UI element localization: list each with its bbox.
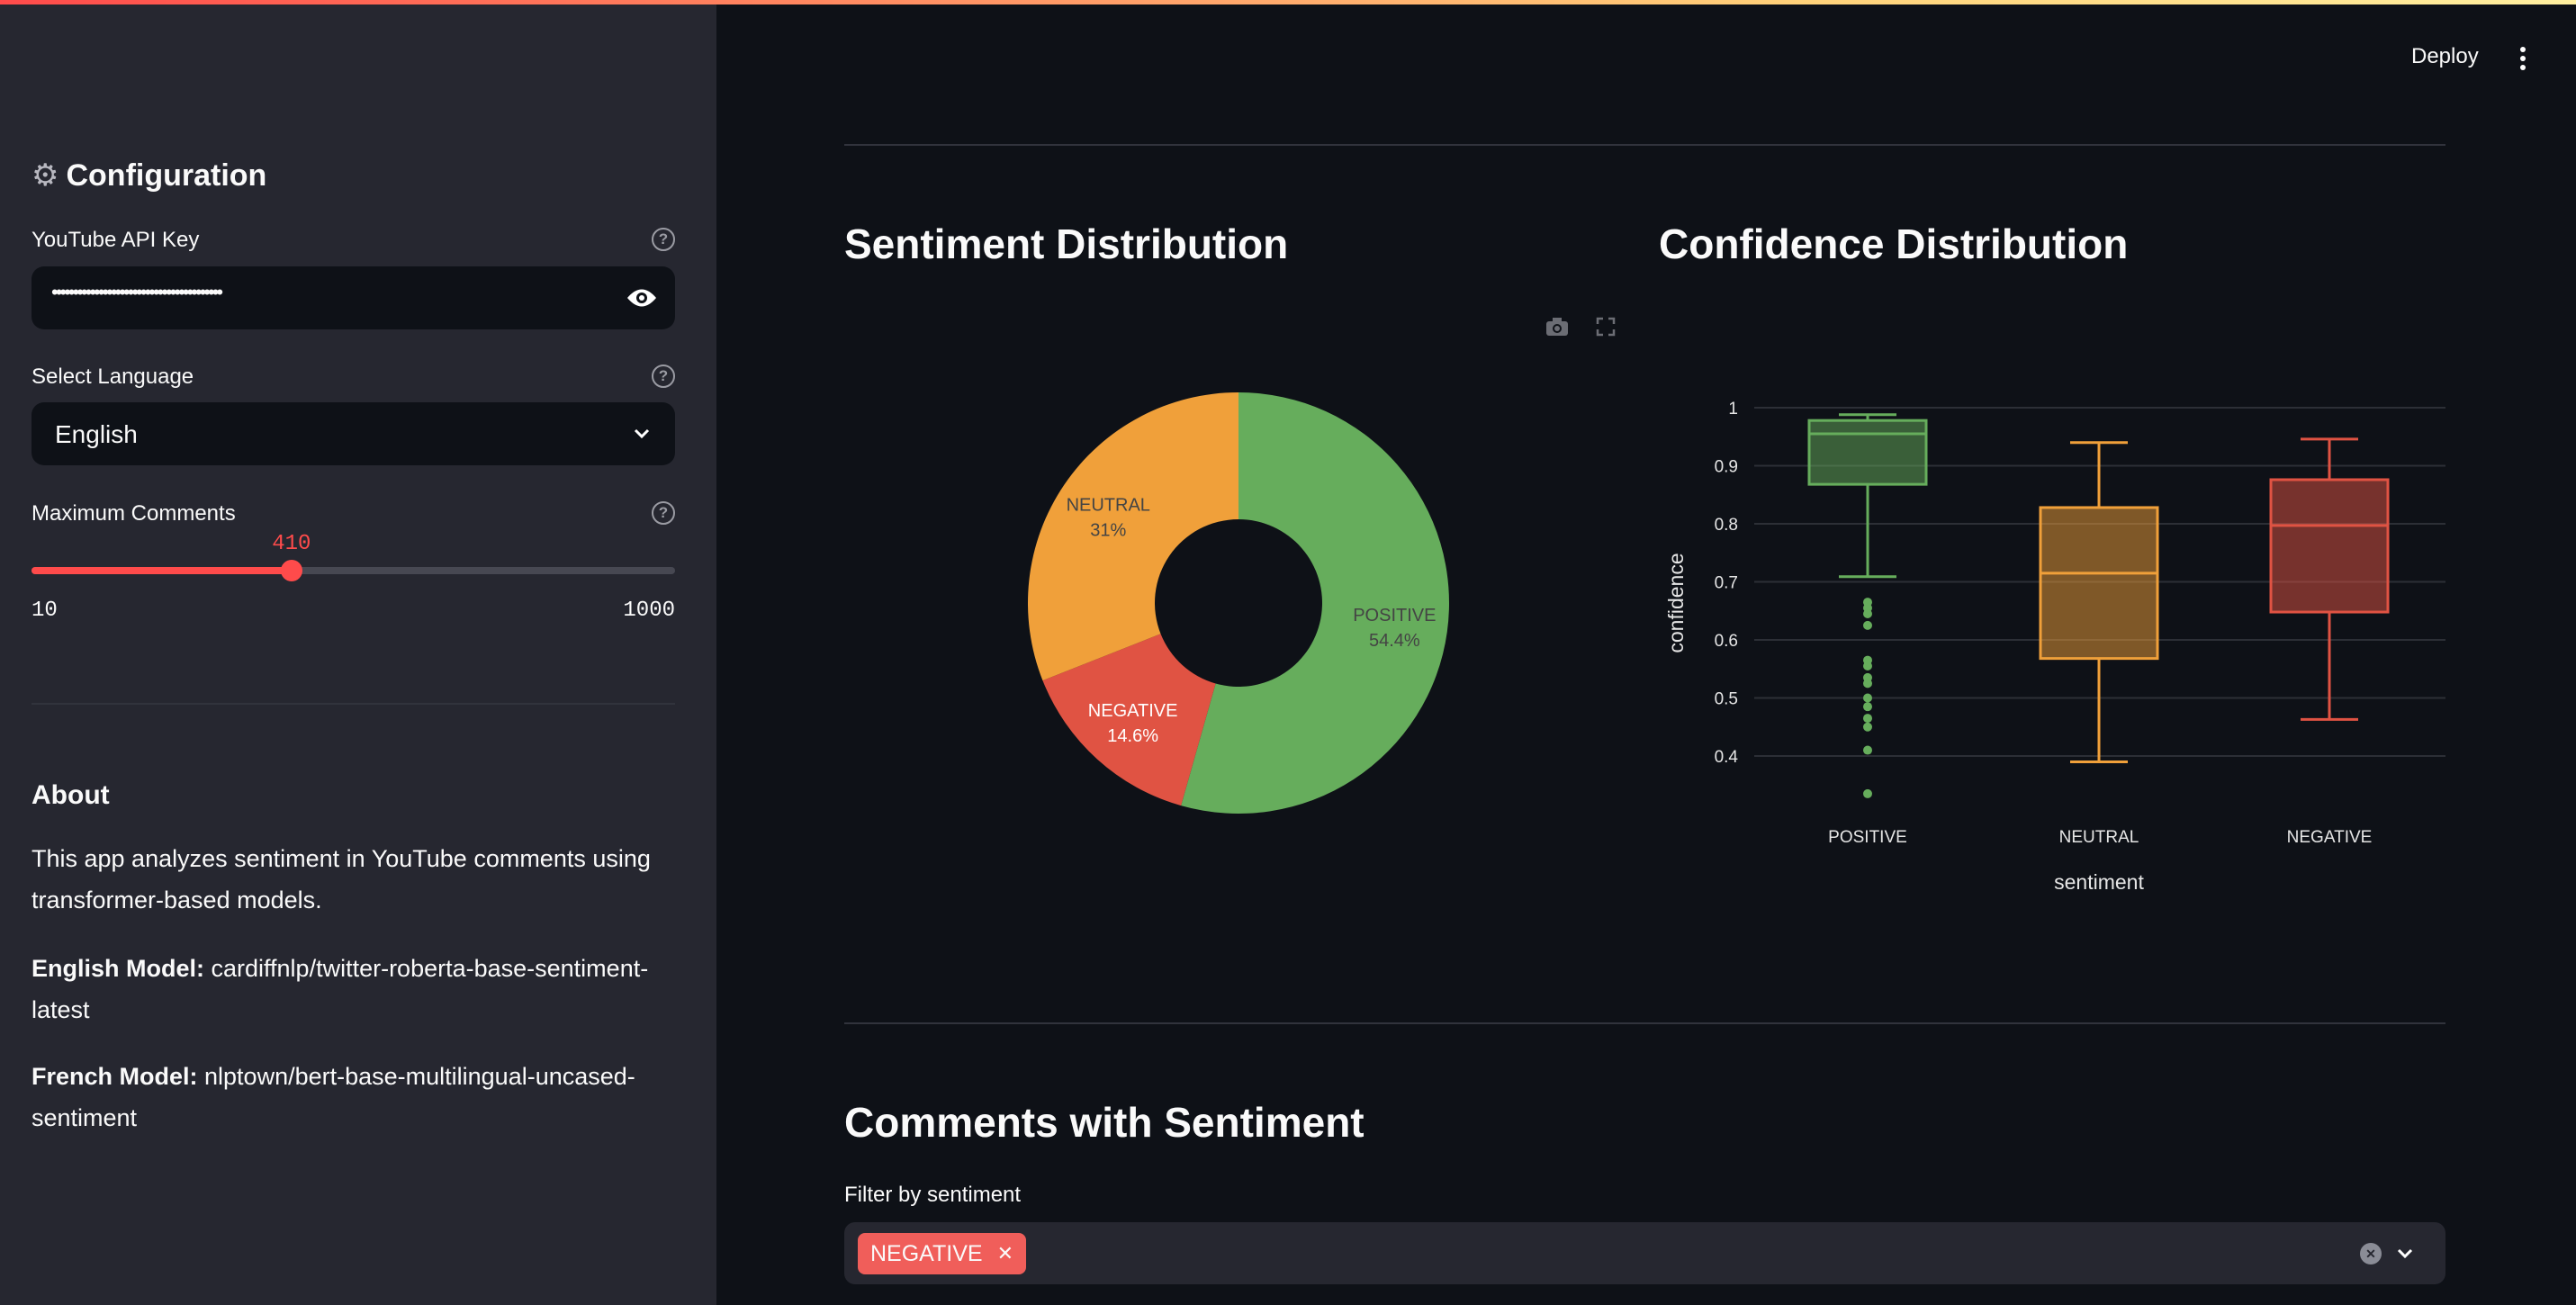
comments-title: Comments with Sentiment (844, 1099, 1365, 1146)
box-neutral (2039, 506, 2159, 661)
gear-icon: ⚙ (32, 158, 59, 193)
filter-label: Filter by sentiment (844, 1183, 1022, 1207)
help-icon[interactable]: ? (652, 501, 675, 525)
english-model: English Model: cardiffnlp/twitter-robert… (32, 955, 649, 1023)
outlier-point (1863, 620, 1872, 630)
outlier-point (1863, 608, 1872, 618)
pie-percent: 14.6% (1107, 726, 1158, 746)
chevron-down-icon (634, 428, 650, 439)
outlier-point (1863, 714, 1872, 724)
about-description: This app analyzes sentiment in YouTube c… (32, 845, 651, 914)
outlier-point (1863, 702, 1872, 712)
sidebar: ⚙ Configuration YouTube API Key ? ••••••… (0, 4, 716, 1305)
y-tick-label: 0.4 (1715, 748, 1739, 767)
y-tick-label: 0.8 (1715, 516, 1738, 535)
slider-fill (32, 567, 292, 574)
help-icon[interactable]: ? (652, 228, 675, 251)
sentiment-donut-chart: POSITIVE 54.4% NEGATIVE 14.6% NEUTRAL 31% (1028, 392, 1449, 814)
x-tick-label: POSITIVE (1828, 828, 1907, 847)
pie-slice-negative (1042, 634, 1216, 806)
pie-percent: 54.4% (1369, 631, 1420, 651)
max-comments-label: Maximum Comments (32, 501, 236, 526)
box-positive (1807, 418, 1928, 486)
top-decoration-bar (0, 0, 2576, 4)
outlier-point (1863, 679, 1872, 688)
slider-value: 410 (272, 532, 311, 556)
outlier-point (1863, 722, 1872, 732)
x-tick-label: NEGATIVE (2287, 828, 2373, 847)
language-select[interactable]: English (32, 402, 675, 465)
pie-slice-positive (1181, 392, 1449, 814)
help-icon[interactable]: ? (652, 364, 675, 388)
pie-label: POSITIVE (1353, 606, 1436, 626)
divider (844, 1022, 2445, 1024)
deploy-button[interactable]: Deploy (2411, 44, 2479, 68)
confidence-box-chart: 1 0.9 0.8 0.7 0.6 0.5 0.4 POSITIVE NEUTRAL NEGATI… (1664, 400, 2445, 894)
language-label: Select Language (32, 364, 194, 389)
api-key-input[interactable]: •••••••••••••••••••••••••••••••••••••••• (32, 266, 675, 329)
y-tick-label: 0.5 (1715, 690, 1738, 709)
slider-max: 1000 (623, 598, 675, 623)
outlier-point (1863, 693, 1872, 703)
pie-label: NEGATIVE (1088, 701, 1178, 721)
divider (32, 703, 675, 705)
sentiment-title: Sentiment Distribution (844, 220, 1289, 267)
outlier-point (1863, 662, 1872, 671)
outlier-point (1863, 788, 1872, 798)
french-model: French Model: nlptown/bert-base-multilin… (32, 1063, 635, 1131)
y-tick-label: 1 (1728, 400, 1738, 418)
y-tick-label: 0.7 (1715, 574, 1738, 593)
eye-icon[interactable] (626, 286, 658, 310)
pie-label: NEUTRAL (1067, 496, 1150, 516)
camera-icon[interactable] (1545, 317, 1569, 337)
y-tick-label: 0.9 (1715, 458, 1738, 477)
slider-min: 10 (32, 598, 58, 623)
x-tick-label: NEUTRAL (2059, 828, 2139, 847)
max-comments-slider[interactable] (32, 560, 675, 581)
sentiment-filter-multiselect[interactable]: NEGATIVE ✕ ✕ (844, 1222, 2445, 1284)
box-negative (2269, 478, 2390, 614)
fullscreen-icon[interactable] (1596, 317, 1616, 337)
sidebar-title: ⚙ Configuration (32, 158, 267, 194)
filter-tag-negative: NEGATIVE ✕ (858, 1233, 1026, 1274)
chevron-down-icon[interactable] (2396, 1247, 2414, 1260)
clear-all-icon[interactable]: ✕ (2360, 1243, 2382, 1264)
outlier-point (1863, 745, 1872, 755)
kebab-menu-icon[interactable] (2517, 45, 2528, 72)
divider (844, 144, 2445, 146)
pie-slice-neutral (1028, 392, 1238, 681)
x-axis-title: sentiment (2054, 870, 2144, 894)
y-tick-label: 0.6 (1715, 632, 1738, 651)
slider-thumb[interactable] (280, 560, 302, 581)
remove-tag-icon[interactable]: ✕ (996, 1242, 1013, 1264)
about-title: About (32, 780, 110, 810)
api-key-label: YouTube API Key (32, 228, 200, 252)
confidence-title: Confidence Distribution (1659, 220, 2129, 267)
y-axis-title: confidence (1664, 553, 1688, 652)
pie-percent: 31% (1090, 521, 1126, 541)
